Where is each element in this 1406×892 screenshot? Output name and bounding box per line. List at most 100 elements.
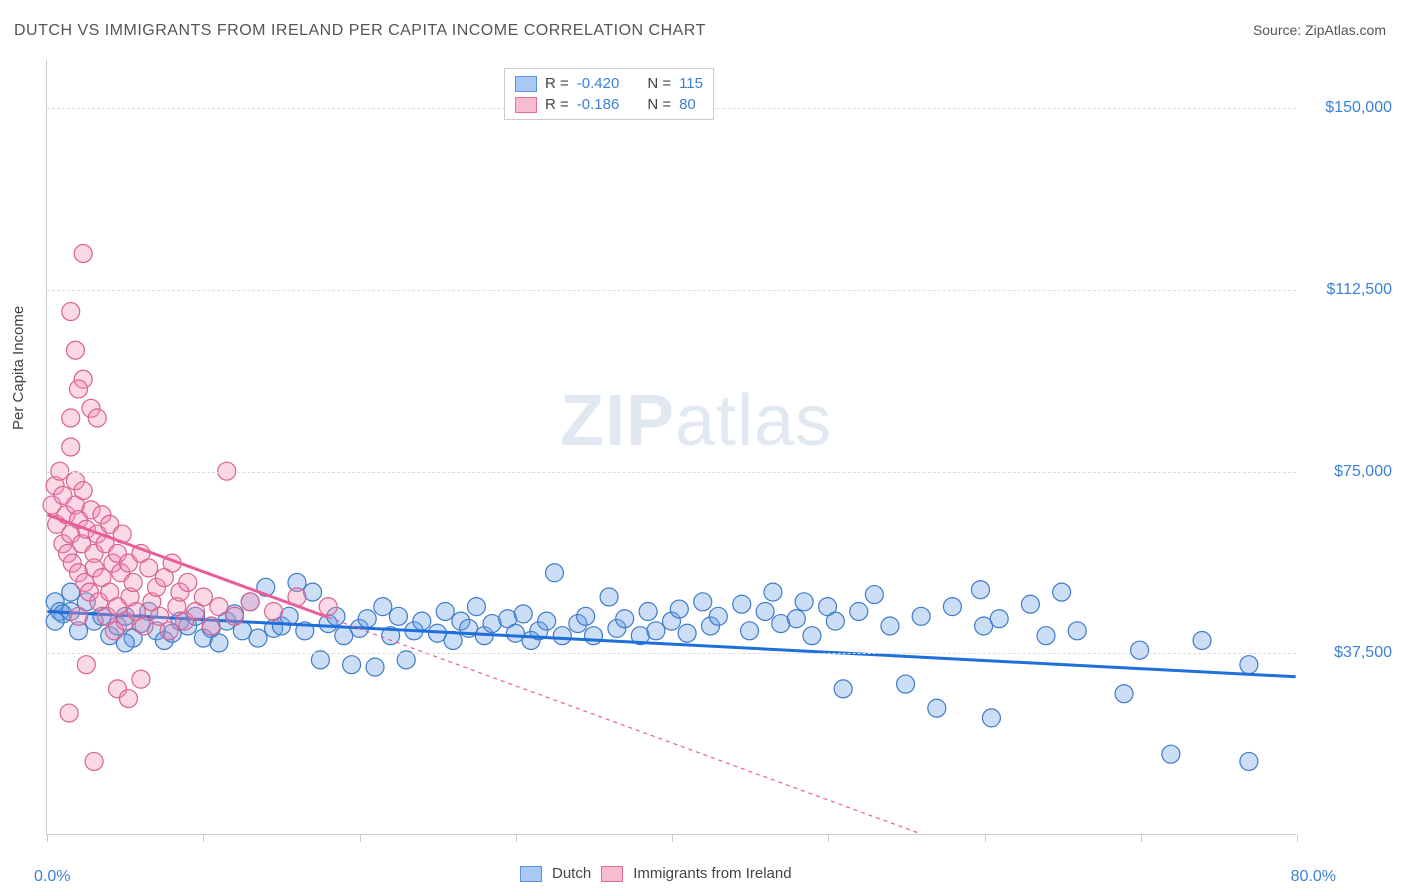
data-point (140, 559, 158, 577)
data-point (46, 612, 64, 630)
y-axis-label: Per Capita Income (10, 306, 27, 430)
x-tick (516, 834, 517, 842)
legend-n-label: N = (647, 75, 671, 92)
data-point (132, 670, 150, 688)
data-point (74, 245, 92, 263)
data-point (88, 409, 106, 427)
data-point (62, 409, 80, 427)
data-point (70, 607, 88, 625)
legend-swatch (515, 76, 537, 92)
data-point (826, 612, 844, 630)
legend-series: DutchImmigrants from Ireland (520, 865, 792, 882)
x-tick (1141, 834, 1142, 842)
data-point (70, 380, 88, 398)
chart-title: DUTCH VS IMMIGRANTS FROM IRELAND PER CAP… (14, 22, 706, 40)
legend-n-value: 115 (679, 75, 703, 92)
data-point (865, 586, 883, 604)
x-tick (203, 834, 204, 842)
data-point (670, 600, 688, 618)
data-point (584, 627, 602, 645)
data-point (179, 573, 197, 591)
x-tick (1297, 834, 1298, 842)
data-point (678, 624, 696, 642)
data-point (62, 438, 80, 456)
data-point (210, 598, 228, 616)
data-point (119, 690, 137, 708)
data-point (1240, 752, 1258, 770)
legend-correlation-row: R = -0.186 N = 80 (515, 94, 703, 115)
legend-r-value: -0.186 (577, 96, 620, 113)
data-point (124, 573, 142, 591)
data-point (85, 752, 103, 770)
data-point (647, 622, 665, 640)
data-point (1162, 745, 1180, 763)
data-point (764, 583, 782, 601)
legend-swatch (515, 97, 537, 113)
data-point (834, 680, 852, 698)
data-point (389, 607, 407, 625)
x-tick (828, 834, 829, 842)
data-point (1068, 622, 1086, 640)
y-tick-label: $75,000 (1334, 463, 1392, 481)
data-point (226, 607, 244, 625)
data-point (795, 593, 813, 611)
data-point (265, 602, 283, 620)
data-point (66, 341, 84, 359)
x-axis-max-label: 80.0% (1291, 868, 1336, 886)
data-point (374, 598, 392, 616)
data-point (741, 622, 759, 640)
data-point (413, 612, 431, 630)
data-point (1131, 641, 1149, 659)
data-point (436, 602, 454, 620)
data-point (358, 610, 376, 628)
data-point (194, 588, 212, 606)
source-attribution: Source: ZipAtlas.com (1253, 22, 1386, 38)
data-point (600, 588, 618, 606)
data-point (897, 675, 915, 693)
data-point (60, 704, 78, 722)
x-axis-min-label: 0.0% (34, 868, 70, 886)
data-point (210, 634, 228, 652)
data-point (62, 303, 80, 321)
data-point (74, 482, 92, 500)
data-point (538, 612, 556, 630)
data-point (971, 581, 989, 599)
legend-correlation-row: R = -0.420 N = 115 (515, 73, 703, 94)
gridline (47, 472, 1296, 473)
data-point (912, 607, 930, 625)
data-point (545, 564, 563, 582)
legend-swatch (601, 866, 623, 882)
y-tick-label: $150,000 (1325, 99, 1392, 117)
plot-svg (47, 60, 1296, 834)
x-tick (985, 834, 986, 842)
legend-swatch (520, 866, 542, 882)
legend-n-label: N = (647, 96, 671, 113)
y-tick-label: $112,500 (1326, 281, 1392, 299)
data-point (881, 617, 899, 635)
data-point (77, 656, 95, 674)
data-point (1115, 685, 1133, 703)
data-point (787, 610, 805, 628)
legend-correlation: R = -0.420 N = 115 R = -0.186 N = 80 (504, 68, 714, 120)
gridline (47, 653, 1296, 654)
data-point (366, 658, 384, 676)
legend-r-label: R = (545, 75, 569, 92)
legend-n-value: 80 (679, 96, 696, 113)
legend-series-label: Immigrants from Ireland (633, 865, 791, 882)
data-point (850, 602, 868, 620)
data-point (249, 629, 267, 647)
x-tick (672, 834, 673, 842)
data-point (343, 656, 361, 674)
data-point (709, 607, 727, 625)
data-point (1193, 632, 1211, 650)
data-point (467, 598, 485, 616)
data-point (202, 617, 220, 635)
data-point (756, 602, 774, 620)
data-point (928, 699, 946, 717)
legend-r-label: R = (545, 96, 569, 113)
data-point (1037, 627, 1055, 645)
data-point (990, 610, 1008, 628)
data-point (135, 617, 153, 635)
data-point (982, 709, 1000, 727)
data-point (577, 607, 595, 625)
